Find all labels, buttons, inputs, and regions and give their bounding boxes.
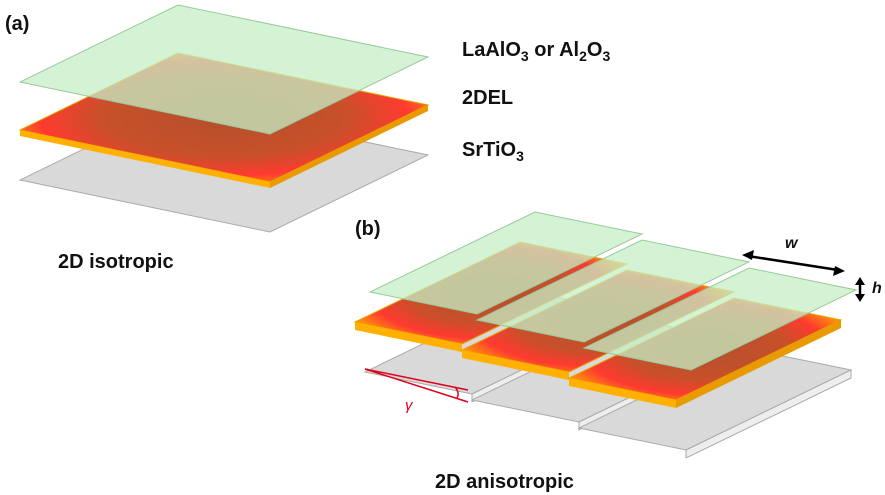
layer-label: LaAlO3 or Al2O3 bbox=[462, 39, 610, 64]
angle-symbol: γ bbox=[405, 397, 414, 414]
panel-label: (a) bbox=[5, 13, 29, 35]
layer-label: SrTiO3 bbox=[462, 139, 524, 164]
diagram: (a) LaAlO3 or Al2O3 2DEL SrTiO3 2D isotr… bbox=[0, 0, 885, 495]
caption: 2D isotropic bbox=[58, 251, 174, 273]
width-symbol: w bbox=[785, 235, 799, 252]
caption: 2D anisotropic bbox=[435, 471, 574, 493]
layers bbox=[20, 5, 856, 458]
layer-label: 2DEL bbox=[462, 87, 513, 109]
height-symbol: h bbox=[872, 280, 882, 297]
panel-label: (b) bbox=[355, 218, 381, 240]
